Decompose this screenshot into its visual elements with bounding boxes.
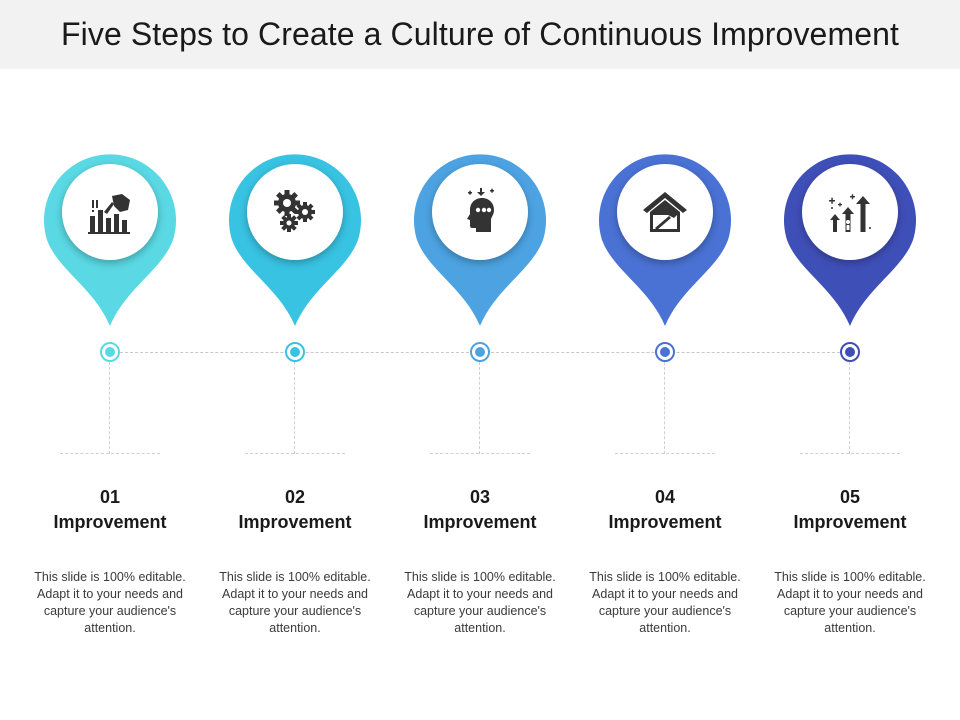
- growth-arrows-icon: [829, 194, 871, 232]
- step-number: 01: [99, 487, 121, 507]
- step-5: 05 Improvement This slide is 100% editab…: [760, 0, 940, 720]
- step-heading: Improvement: [793, 512, 907, 532]
- step-number: 02: [284, 487, 306, 507]
- divider-line: [60, 453, 160, 454]
- step-1: 01 Improvement This slide is 100% editab…: [20, 0, 200, 720]
- step-3: 03 Improvement This slide is 100% editab…: [390, 0, 570, 720]
- step-heading: Improvement: [608, 512, 722, 532]
- chart-hand-icon: [88, 194, 130, 234]
- step-description: This slide is 100% editable. Adapt it to…: [34, 570, 186, 635]
- icon-badge: [432, 164, 528, 260]
- icon-badge: [802, 164, 898, 260]
- step-description: This slide is 100% editable. Adapt it to…: [589, 570, 741, 635]
- connector-line: [849, 362, 850, 454]
- title-bar: Five Steps to Create a Culture of Contin…: [0, 0, 960, 69]
- divider-line: [615, 453, 715, 454]
- icon-badge: [617, 164, 713, 260]
- step-4: 04 Improvement This slide is 100% editab…: [575, 0, 755, 720]
- gears-icon: [274, 190, 315, 232]
- connector-line: [294, 362, 295, 454]
- divider-line: [800, 453, 900, 454]
- step-number: 03: [469, 487, 491, 507]
- connector-line: [479, 362, 480, 454]
- divider-line: [245, 453, 345, 454]
- step-number: 05: [839, 487, 861, 507]
- step-number: 04: [654, 487, 676, 507]
- icon-badge: [62, 164, 158, 260]
- timeline-dot: [285, 342, 305, 362]
- divider-line: [430, 453, 530, 454]
- connector-line: [109, 362, 110, 454]
- house-hammer-icon: [643, 192, 687, 232]
- connector-line: [664, 362, 665, 454]
- timeline-dot: [100, 342, 120, 362]
- step-description: This slide is 100% editable. Adapt it to…: [774, 570, 926, 635]
- step-heading: Improvement: [423, 512, 537, 532]
- timeline-dot: [470, 342, 490, 362]
- timeline-dot: [655, 342, 675, 362]
- step-description: This slide is 100% editable. Adapt it to…: [404, 570, 556, 635]
- step-heading: Improvement: [238, 512, 352, 532]
- step-description: This slide is 100% editable. Adapt it to…: [219, 570, 371, 635]
- head-mind-icon: [467, 188, 494, 232]
- step-heading: Improvement: [53, 512, 167, 532]
- step-2: 02 Improvement This slide is 100% editab…: [205, 0, 385, 720]
- timeline-dot: [840, 342, 860, 362]
- icon-badge: [247, 164, 343, 260]
- slide-title: Five Steps to Create a Culture of Contin…: [60, 16, 899, 52]
